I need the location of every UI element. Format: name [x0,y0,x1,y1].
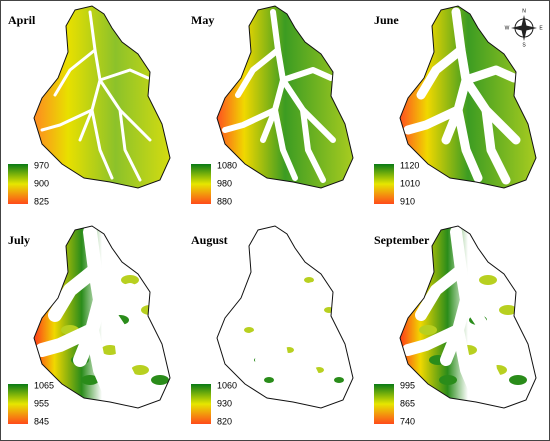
compass-e: E [539,25,543,31]
legend-label: 1120 [400,160,419,170]
basin-detail [217,226,344,408]
legend-label: 1010 [400,178,420,188]
panel-title: June [374,13,399,27]
legend-label: 1065 [34,380,54,390]
snow-channel [300,107,326,183]
basin-detail [40,10,152,182]
snow-channel [113,323,147,407]
snow-channel [275,282,339,308]
panel-title: July [8,233,30,247]
legend-label: 865 [400,398,415,408]
vegetation-patch [334,377,344,383]
snow-channel [53,48,97,97]
vegetation-patch [499,305,517,315]
compass: N E S W [505,8,544,48]
panel-title: September [374,233,430,247]
snow-channel [461,65,519,85]
snow-channel [453,105,483,183]
basin-detail [35,226,169,407]
map-panel: July 1065 955 845 [8,225,171,426]
snow-channel [295,322,331,408]
legend-label: 1080 [217,160,237,170]
snow-channel [267,322,303,406]
map-panel: September 995 865 740 [374,225,537,426]
snow-channel [415,264,467,321]
panel-title: April [8,13,36,27]
legend-ramp [191,164,211,204]
vegetation-patch [324,307,334,313]
map-panel: April 970 900 825 [8,5,171,206]
compass-s: S [522,42,526,48]
snow-channel [416,45,466,100]
snow-channel [93,283,155,307]
snow-channel [35,323,99,357]
map-panel: May 1080 980 880 [191,5,354,206]
vegetation-patch [264,377,274,383]
legend-label: 980 [217,178,232,188]
vegetation-patch [131,365,149,375]
snow-channel [402,324,464,356]
compass-n: N [522,8,526,14]
map-panel: June 1120 1010 910 [374,5,537,206]
vegetation-patch [419,325,437,335]
panel-title: May [191,13,214,27]
basin-detail [222,9,336,183]
snow-channel [452,324,484,404]
legend-label: 740 [400,416,415,426]
legend-ramp [374,164,394,204]
snow-channel [481,105,511,185]
vegetation-patch [101,345,119,355]
snow-channel [460,284,520,306]
legend-label: 970 [34,160,49,170]
legend-label: 820 [217,416,232,426]
snow-channel [280,67,334,83]
legend-label: 910 [400,196,415,206]
snow-channel [90,108,114,180]
legend-label: 930 [217,398,232,408]
vegetation-patch [141,305,159,315]
vegetation-patch [479,275,497,285]
snow-channel [480,324,512,406]
snow-channel [403,105,463,135]
legend-label: 825 [34,196,49,206]
vegetation-patch [81,375,99,385]
snow-channel [235,47,281,98]
vegetation-patch [304,277,314,283]
compass-w: W [505,25,510,31]
snow-channel [272,107,298,181]
snow-channel [85,323,119,405]
legend-ramp [8,164,28,204]
snow-channel [230,262,286,323]
snow-channel [98,68,150,82]
legend-label: 1060 [217,380,237,390]
snow-channel [217,322,283,358]
basin-fill [34,6,170,188]
legend-label: 900 [34,178,49,188]
snow-channel [40,108,94,132]
legend-label: 995 [400,380,415,390]
vegetation-patch [121,275,139,285]
legend-label: 955 [34,398,49,408]
panel-title: August [191,233,228,247]
vegetation-patch [151,375,169,385]
legend-label: 845 [34,416,49,426]
snow-channel [222,107,278,133]
panels: April 970 900 825 May 1080 980 880 June 1120 1010 9… [8,5,537,426]
basin-detail [403,7,521,185]
legend-ramp [8,384,28,424]
snow-channel [48,263,102,322]
vegetation-patch [509,375,527,385]
legend-label: 880 [217,196,232,206]
legend-ramp [191,384,211,424]
map-panel: August 1060 930 820 [191,225,354,426]
snow-channel [118,108,142,182]
vegetation-patch [439,375,457,385]
compass-star [511,15,537,41]
legend-ramp [374,384,394,424]
vegetation-patch [244,327,254,333]
basin-detail [402,226,527,406]
